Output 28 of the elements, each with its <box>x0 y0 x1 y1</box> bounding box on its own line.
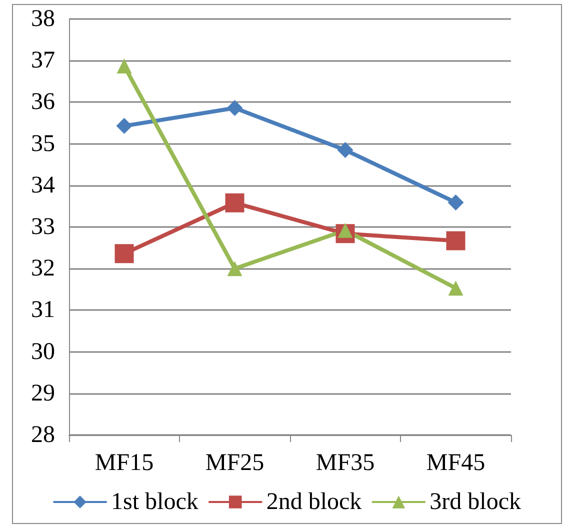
x-tick-label: MF45 <box>426 450 486 476</box>
point <box>114 244 134 264</box>
point <box>116 58 132 74</box>
point <box>448 280 464 296</box>
point <box>116 118 132 134</box>
y-tick-label: 34 <box>31 172 55 198</box>
y-tick-label: 30 <box>31 338 55 365</box>
legend-label: 2nd block <box>266 489 362 515</box>
y-tick-label: 35 <box>31 130 55 157</box>
point <box>226 100 243 116</box>
point <box>227 261 242 276</box>
point <box>225 193 244 212</box>
y-tick-label: 28 <box>31 422 55 448</box>
x-tick-label: MF15 <box>94 450 154 476</box>
point <box>448 194 464 210</box>
legend-label: 1st block <box>111 489 198 515</box>
y-tick-label: 38 <box>31 6 55 32</box>
legend-label: 3rd block <box>430 489 521 515</box>
y-tick-label: 29 <box>31 380 55 406</box>
x-tick-label: MF25 <box>205 450 264 476</box>
x-tick-label: MF35 <box>316 450 375 476</box>
y-tick-label: 36 <box>31 89 55 116</box>
point <box>337 142 354 158</box>
point <box>446 231 466 250</box>
y-tick-label: 37 <box>31 48 55 74</box>
y-tick-label: 31 <box>31 297 55 324</box>
y-tick-label: 32 <box>31 256 55 282</box>
y-tick-label: 33 <box>31 214 55 240</box>
